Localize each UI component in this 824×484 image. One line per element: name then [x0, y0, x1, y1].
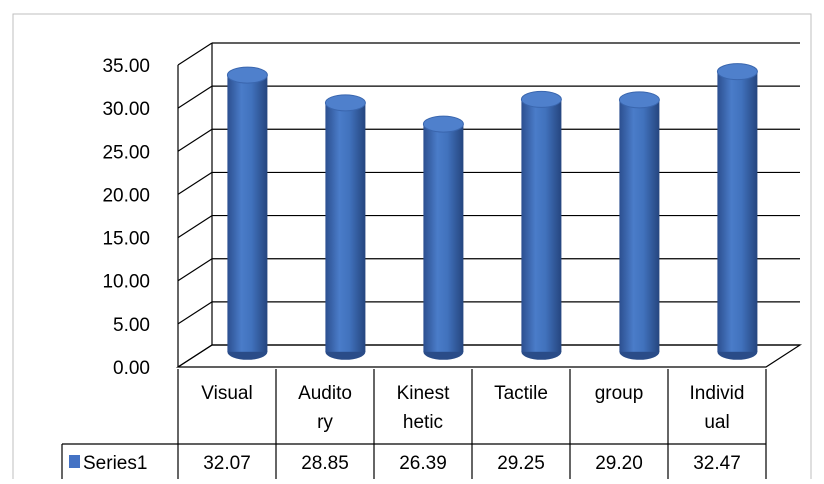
data-label: 29.25	[497, 453, 545, 474]
data-table	[61, 369, 767, 479]
gridline-side	[177, 42, 213, 66]
chart-labels: 0.00 5.00 10.00 15.00 20.00 25.00 30.00 35.00 Vi…	[83, 56, 744, 474]
bar-body	[521, 99, 562, 352]
gridline-side	[177, 85, 213, 109]
y-tick-label: 15.00	[102, 229, 150, 250]
grid	[175, 42, 803, 368]
data-label: 32.07	[203, 453, 251, 474]
gridline-side	[177, 128, 213, 152]
y-tick-label: 5.00	[113, 315, 150, 336]
data-label: 28.85	[301, 453, 349, 474]
bar	[716, 63, 758, 360]
y-tick-label: 30.00	[102, 99, 150, 120]
x-tick-label: ry	[317, 412, 333, 433]
x-tick-label: group	[595, 383, 644, 404]
bar-top	[618, 91, 660, 109]
chart-floor	[175, 344, 803, 368]
bar	[226, 66, 268, 360]
bar-body	[227, 75, 268, 352]
data-label: 26.39	[399, 453, 447, 474]
gridline-side	[177, 301, 213, 325]
y-tick-label: 0.00	[113, 358, 150, 379]
x-tick-label: Tactile	[494, 383, 548, 404]
x-tick-label: Visual	[201, 383, 252, 404]
bar	[324, 94, 366, 360]
bar-top	[716, 63, 758, 81]
bar-top	[520, 90, 562, 108]
chart-frame	[12, 13, 812, 484]
y-tick-label: 35.00	[102, 56, 150, 77]
x-tick-label: Audito	[298, 383, 352, 404]
x-tick-label: Individ	[690, 383, 745, 404]
bar	[422, 115, 464, 360]
x-tick-label: Kinest	[397, 383, 451, 404]
data-label: 32.47	[693, 453, 741, 474]
bar	[520, 90, 562, 360]
legend-series-name: Series1	[83, 453, 147, 474]
y-tick-label: 20.00	[102, 185, 150, 206]
bar-body	[619, 99, 660, 352]
x-tick-label: hetic	[403, 412, 443, 433]
bars	[226, 63, 758, 360]
x-tick-label: ual	[704, 412, 729, 433]
bar	[618, 91, 660, 360]
gridline-side	[177, 258, 213, 282]
bar-body	[423, 124, 464, 352]
legend-swatch	[69, 455, 80, 468]
bar-top	[422, 115, 464, 133]
bar-body	[325, 102, 366, 352]
gridline-side	[177, 171, 213, 195]
bar-body	[717, 71, 758, 352]
y-tick-label: 10.00	[102, 272, 150, 293]
data-label: 29.20	[595, 453, 643, 474]
bar-top	[226, 66, 268, 84]
y-tick-label: 25.00	[102, 142, 150, 163]
bar-top	[324, 94, 366, 112]
gridline-side	[177, 215, 213, 239]
